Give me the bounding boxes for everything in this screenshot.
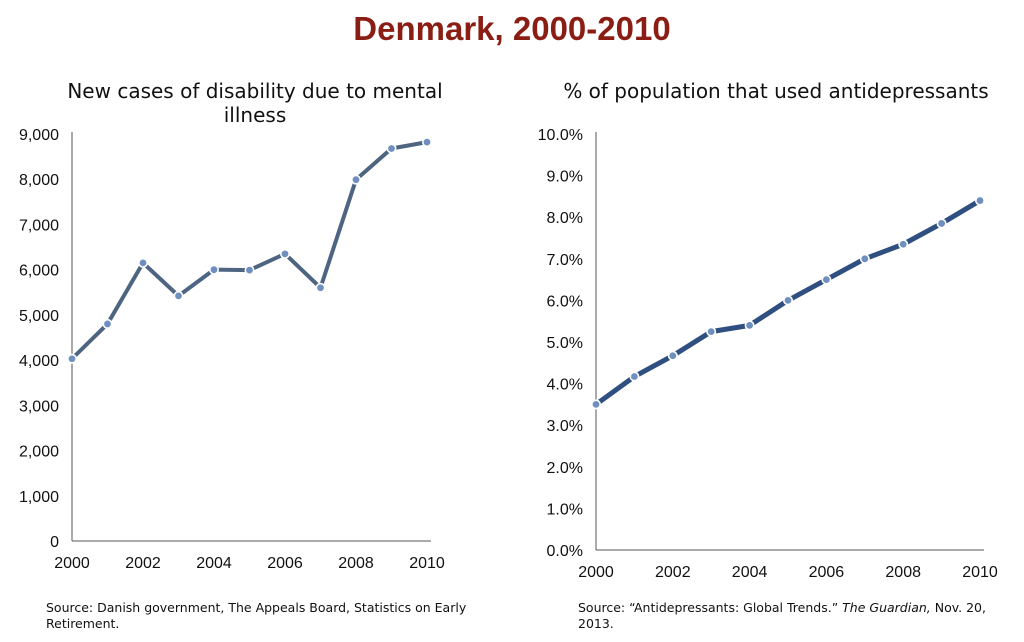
right-source-note: Source: “Antidepressants: Global Trends.…	[578, 600, 1018, 632]
left-y-tick-label: 4,000	[19, 353, 59, 370]
right-y-tick-label: 0.0%	[547, 543, 583, 560]
right-y-tick-label: 9.0%	[547, 169, 583, 186]
left-y-tick-label: 0	[50, 534, 59, 551]
left-x-tick-label: 2000	[54, 555, 90, 572]
right-data-point	[782, 295, 793, 306]
left-y-tick-label: 8,000	[19, 172, 59, 189]
right-source-publication: The Guardian,	[842, 600, 931, 615]
left-y-tick-label: 2,000	[19, 444, 59, 461]
left-data-point	[244, 265, 255, 276]
right-data-point	[898, 239, 909, 250]
left-x-tick-label: 2006	[267, 555, 303, 572]
left-y-tick-label: 5,000	[19, 308, 59, 325]
right-data-point	[936, 218, 947, 229]
right-data-point	[821, 274, 832, 285]
right-data-point	[667, 350, 678, 361]
right-y-tick-label: 2.0%	[547, 460, 583, 477]
left-source-text: Source: Danish government, The Appeals B…	[46, 600, 467, 631]
left-data-point	[209, 264, 220, 275]
right-x-tick-label: 2004	[732, 564, 768, 581]
left-data-point	[138, 257, 149, 268]
left-data-point	[173, 290, 184, 301]
left-x-tick-label: 2002	[125, 555, 161, 572]
left-x-tick-label: 2010	[409, 555, 445, 572]
page-title: Denmark, 2000-2010	[353, 10, 671, 47]
right-data-point	[744, 320, 755, 331]
right-data-point	[590, 399, 601, 410]
left-data-point	[102, 318, 113, 329]
right-x-tick-label: 2010	[962, 564, 998, 581]
right-source-prefix: Source: “Antidepressants: Global Trends.…	[578, 600, 839, 615]
right-y-tick-label: 3.0%	[547, 418, 583, 435]
right-x-tick-label: 2008	[885, 564, 921, 581]
left-data-point	[67, 353, 78, 364]
right-x-tick-label: 2002	[655, 564, 691, 581]
right-x-tick-label: 2000	[578, 564, 614, 581]
right-y-tick-label: 4.0%	[547, 377, 583, 394]
left-chart: 0 1,000 2,000 3,000 4,000 5,000 6,000 7,000 8,00…	[19, 127, 445, 572]
right-y-tick-label: 1.0%	[547, 501, 583, 518]
right-data-point	[859, 253, 870, 264]
left-y-tick-label: 7,000	[19, 217, 59, 234]
left-source-note: Source: Danish government, The Appeals B…	[46, 600, 486, 632]
right-y-tick-label: 10.0%	[538, 127, 583, 144]
right-y-tick-label: 6.0%	[547, 293, 583, 310]
left-x-tick-label: 2008	[338, 555, 374, 572]
left-chart-title: New cases of disability due to mental il…	[67, 79, 443, 127]
left-y-tick-label: 9,000	[19, 127, 59, 144]
right-y-tick-label: 7.0%	[547, 252, 583, 269]
left-data-point	[350, 174, 361, 185]
left-data-point	[386, 143, 397, 154]
right-x-tick-label: 2006	[809, 564, 845, 581]
left-series-line	[70, 140, 429, 361]
left-y-tick-label: 6,000	[19, 263, 59, 280]
right-data-point	[974, 195, 985, 206]
right-data-point	[706, 326, 717, 337]
right-data-point	[629, 371, 640, 382]
right-chart: 0.0% 1.0% 2.0% 3.0% 4.0% 5.0% 6.0% 7.0% 8.0% 9.0%…	[538, 127, 998, 581]
right-y-tick-label: 5.0%	[547, 335, 583, 352]
left-data-point	[421, 137, 432, 148]
right-y-tick-label: 8.0%	[547, 210, 583, 227]
left-data-point	[279, 248, 290, 259]
right-chart-title: % of population that used antidepressant…	[563, 79, 989, 103]
left-x-tick-label: 2004	[196, 555, 232, 572]
left-y-tick-label: 1,000	[19, 489, 59, 506]
left-data-point	[315, 282, 326, 293]
right-source-date: Nov. 20, 2013.	[578, 600, 986, 631]
left-y-tick-label: 3,000	[19, 398, 59, 415]
